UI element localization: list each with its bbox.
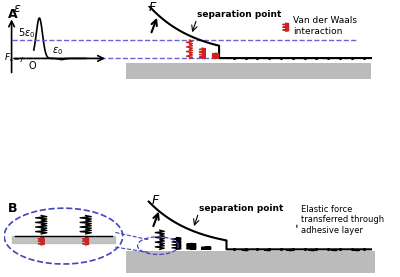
Text: $F$: $F$	[152, 194, 161, 207]
FancyBboxPatch shape	[126, 63, 371, 79]
Text: $F_{L-J}$: $F_{L-J}$	[4, 52, 24, 65]
Text: separation point: separation point	[197, 10, 281, 19]
Text: $F$: $F$	[148, 1, 157, 14]
Text: Elastic force
transferred through
adhesive layer: Elastic force transferred through adhesi…	[301, 205, 384, 235]
Text: $\varepsilon_0$: $\varepsilon_0$	[52, 45, 64, 57]
Text: B: B	[8, 202, 17, 215]
Text: $5\varepsilon_0$: $5\varepsilon_0$	[18, 26, 36, 40]
Text: Van der Waals
interaction: Van der Waals interaction	[293, 16, 357, 36]
Text: separation point: separation point	[199, 204, 283, 213]
Text: A: A	[8, 8, 18, 21]
Text: O: O	[28, 61, 36, 71]
Text: $\varepsilon$: $\varepsilon$	[14, 2, 22, 15]
FancyBboxPatch shape	[126, 251, 375, 273]
